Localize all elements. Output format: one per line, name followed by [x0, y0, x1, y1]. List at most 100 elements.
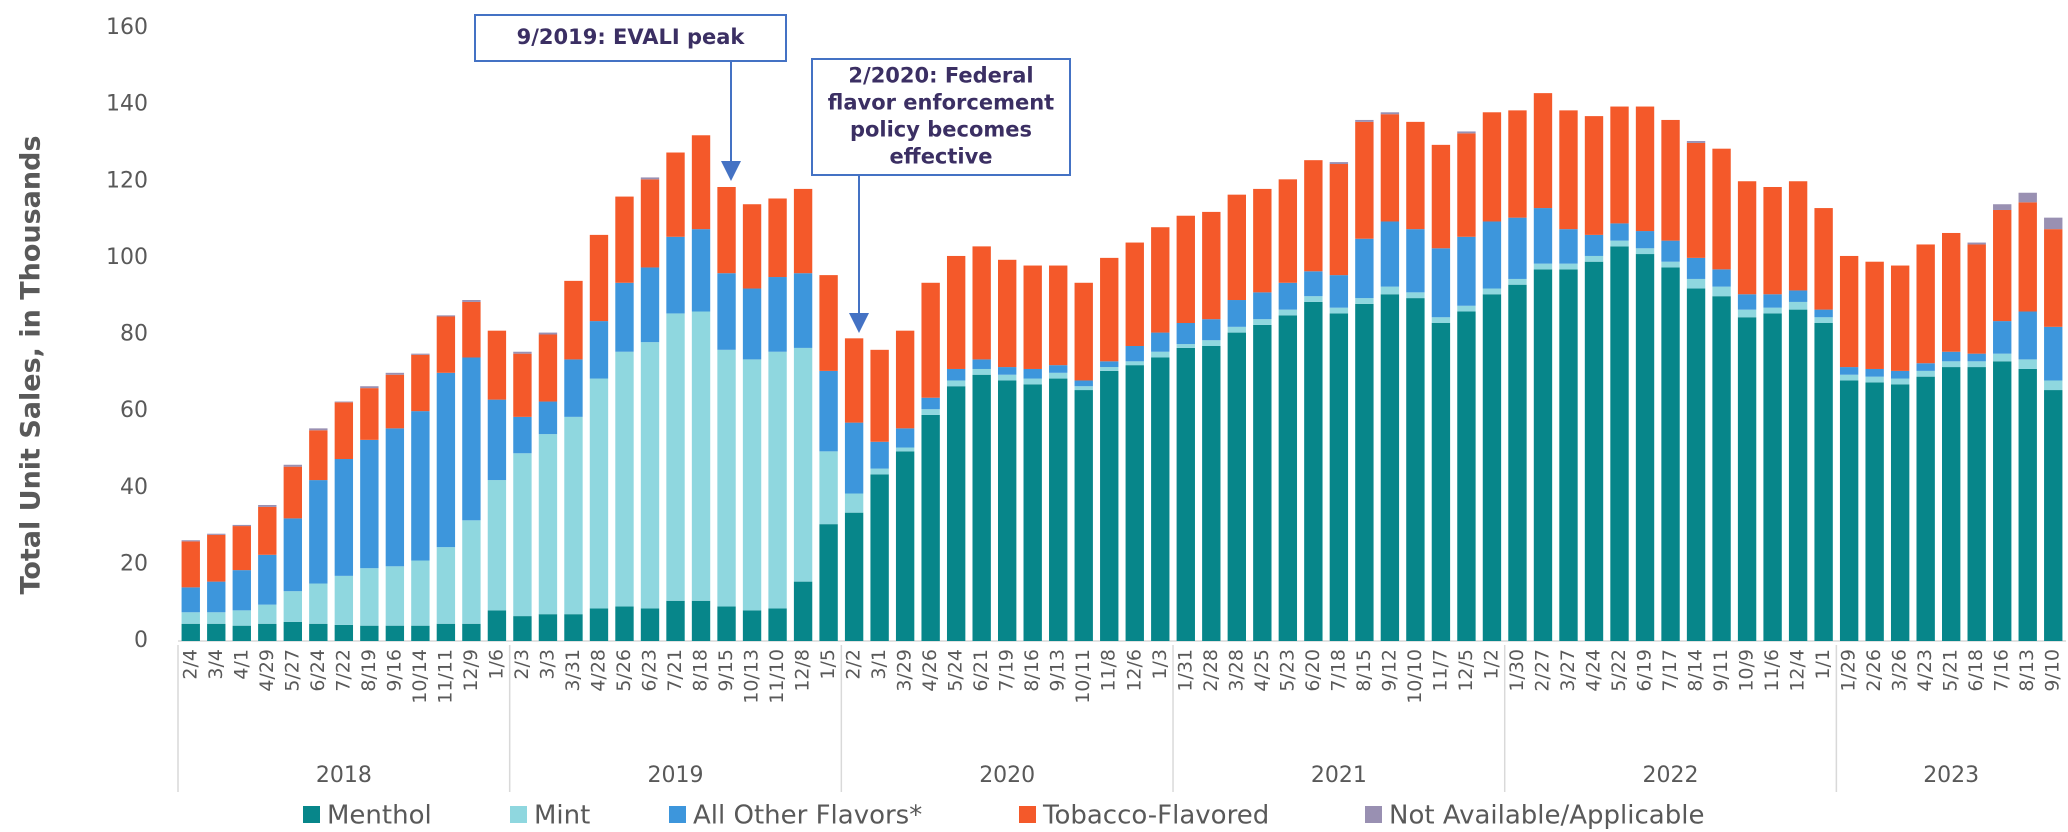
bar-segment	[436, 316, 456, 373]
bar-segment	[436, 623, 456, 641]
bar-segment	[742, 359, 762, 611]
bar-segment	[666, 152, 685, 237]
bar-segment	[1304, 160, 1323, 272]
bar-segment	[1890, 378, 1910, 385]
bar-segment	[921, 414, 940, 641]
bar-segment	[1686, 257, 1706, 279]
bar-segment	[385, 428, 405, 567]
bar-segment	[691, 229, 711, 312]
bar-segment	[1329, 275, 1349, 308]
bar-segment	[1839, 367, 1859, 375]
bar-segment	[258, 554, 277, 605]
bar-segment	[742, 204, 762, 289]
x-tick-label: 4/23	[1914, 649, 1936, 692]
bar-segment	[207, 612, 226, 624]
x-tick-label: 1/29	[1838, 649, 1860, 692]
x-tick-label: 4/24	[1583, 649, 1605, 692]
bar-segment	[793, 347, 813, 582]
bar-segment	[1814, 309, 1833, 318]
bar-segment	[258, 504, 277, 507]
bar-segment	[1890, 384, 1910, 641]
y-tick-label: 140	[106, 92, 148, 117]
bar-segment	[1457, 133, 1476, 237]
bar-segment	[793, 581, 813, 641]
bar-segment	[1890, 370, 1910, 379]
bar-segment	[1967, 353, 1986, 362]
annotation-text: 9/2019: EVALI peak	[517, 25, 746, 49]
bar-segment	[1355, 238, 1374, 299]
bar-segment	[1916, 370, 1935, 377]
bar-segment	[1610, 240, 1629, 247]
bar-segment	[2018, 368, 2037, 641]
bar-segment	[1839, 380, 1859, 641]
bar-segment	[1074, 386, 1093, 391]
x-tick-label: 9/15	[715, 649, 737, 692]
bar-segment	[462, 623, 481, 641]
bar-segment	[1023, 378, 1042, 385]
x-tick-label: 4/29	[256, 649, 278, 692]
bar-segment	[2018, 202, 2037, 312]
bar-segment	[1661, 240, 1680, 262]
bar-segment	[1406, 229, 1425, 293]
bar-segment	[844, 512, 864, 641]
bar-segment	[972, 368, 991, 375]
bar-segment	[1890, 265, 1910, 371]
y-tick-label: 40	[120, 475, 148, 500]
bar-segment	[793, 273, 813, 348]
bar-segment	[1610, 246, 1629, 641]
bar-segment	[717, 349, 736, 607]
bar-segment	[1788, 301, 1808, 310]
x-tick-label: 8/15	[1353, 649, 1375, 692]
bar-segment	[283, 518, 302, 592]
bar-segment	[2044, 217, 2063, 230]
bar-segment	[640, 177, 660, 180]
y-tick-label: 120	[106, 168, 148, 193]
bar-segment	[385, 566, 405, 626]
bar-segment	[1967, 242, 1986, 245]
bar-segment	[1176, 323, 1195, 345]
bar-segment	[895, 447, 915, 452]
bar-segment	[1151, 351, 1170, 358]
bar-segment	[666, 313, 685, 601]
x-tick-label: 1/2	[1480, 649, 1502, 680]
bar-segment	[538, 614, 558, 641]
bar-segment	[1202, 319, 1221, 341]
bar-segment	[895, 451, 915, 641]
bar-segment	[513, 353, 532, 417]
bar-segment	[1125, 242, 1144, 346]
bar-segment	[1814, 208, 1833, 310]
bar-segment	[1865, 376, 1884, 383]
bar-segment	[1865, 261, 1884, 369]
legend-label: Tobacco-Flavored	[1042, 801, 1269, 831]
bar-segment	[921, 282, 940, 398]
x-tick-label: 8/13	[2016, 649, 2038, 692]
bar-segment	[1457, 305, 1476, 312]
bar-segment	[411, 411, 430, 561]
bar-segment	[717, 186, 736, 274]
x-tick-label: 5/27	[281, 649, 303, 692]
x-tick-label: 9/11	[1710, 649, 1732, 692]
bar-segment	[1457, 311, 1476, 641]
bar-segment	[1661, 267, 1680, 641]
bar-segment	[181, 612, 200, 624]
bar-segment	[589, 321, 609, 379]
x-tick-label: 7/22	[332, 649, 354, 692]
x-tick-label: 8/18	[690, 649, 712, 692]
bar-segment	[1916, 376, 1935, 641]
bar-segment	[895, 330, 915, 429]
x-tick-label: 12/4	[1787, 649, 1809, 692]
bar-segment	[1253, 319, 1272, 325]
bar-segment	[615, 196, 634, 283]
bar-segment	[921, 397, 940, 410]
bar-segment	[462, 357, 481, 521]
bar-segment	[283, 591, 302, 622]
y-tick-label: 20	[120, 551, 148, 576]
bar-segment	[870, 468, 889, 475]
bar-segment	[998, 374, 1017, 381]
bar-segment	[283, 464, 302, 467]
bar-segment	[1993, 209, 2012, 322]
bar-segment	[640, 267, 660, 343]
bar-segment	[1533, 208, 1553, 264]
bar-segment	[334, 575, 354, 625]
x-tick-label: 4/1	[230, 649, 252, 680]
